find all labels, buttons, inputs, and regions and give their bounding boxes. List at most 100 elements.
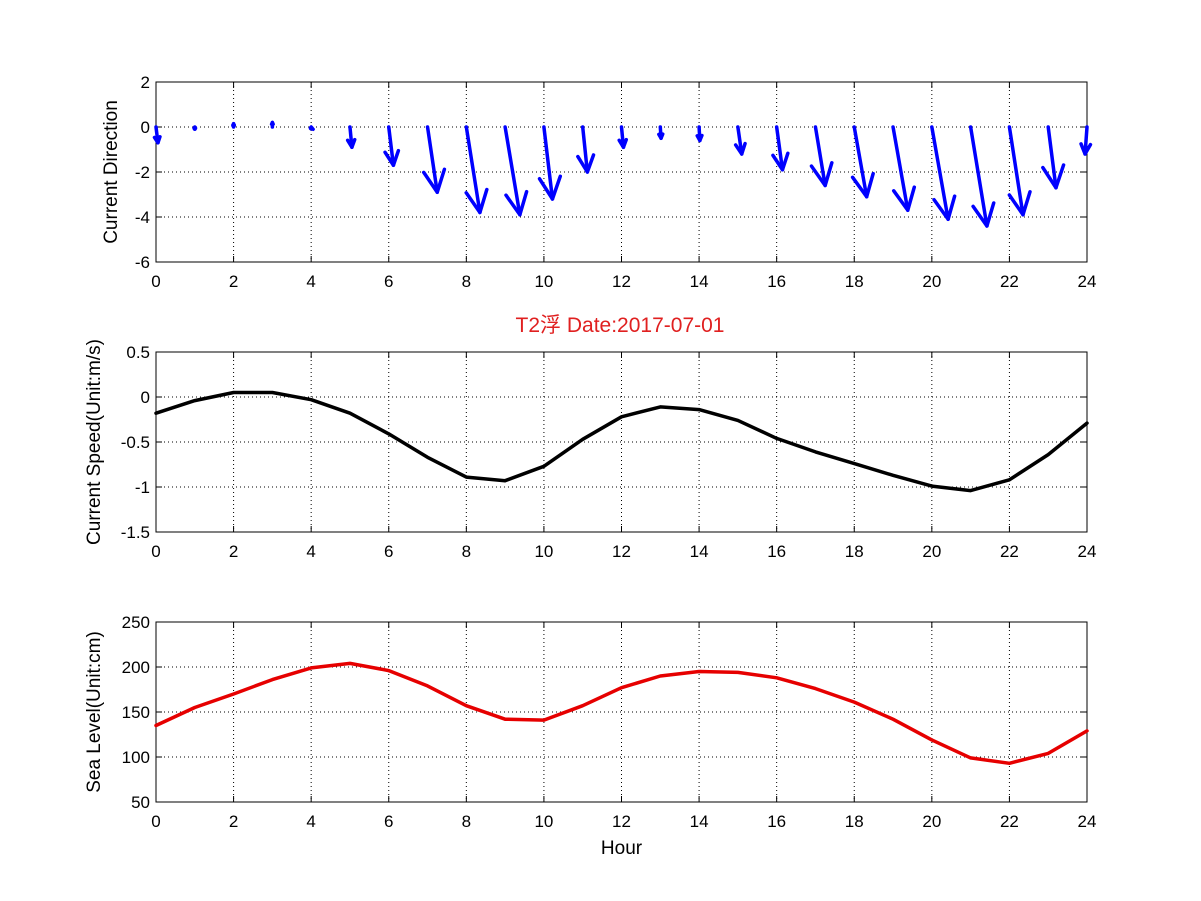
current-arrow-shaft [736, 125, 744, 156]
sealevel-x-tick-label: 18 [845, 812, 864, 831]
direction-x-tick-label: 12 [612, 272, 631, 291]
current-arrow-head [733, 141, 747, 156]
current-arrow-shaft [542, 125, 555, 201]
speed-series-line [154, 390, 1089, 493]
current-arrow [891, 125, 917, 212]
sealevel-x-tick-label: 24 [1078, 812, 1097, 831]
current-arrow-shaft [503, 125, 522, 217]
direction-x-tick-label: 18 [845, 272, 864, 291]
direction-x-tick-label: 2 [229, 272, 238, 291]
direction-y-tick-label: 0 [141, 118, 150, 137]
sealevel-x-tick-label: 4 [306, 812, 315, 831]
current-arrow-head [1041, 163, 1066, 190]
sealevel-x-axis-label: Hour [601, 838, 643, 859]
current-arrow-head [771, 151, 790, 172]
current-arrow-head [504, 189, 529, 217]
sealevel-x-tick-label: 14 [690, 812, 709, 831]
current-arrow [383, 125, 401, 167]
current-arrow [576, 125, 596, 174]
current-arrow-shaft [580, 125, 590, 174]
sealevel-x-tick-label: 0 [151, 812, 160, 831]
speed-y-tick-label: -1 [135, 478, 150, 497]
speed-x-tick-label: 14 [690, 542, 709, 561]
current-arrow-shaft [813, 125, 827, 188]
direction-x-tick-label: 24 [1078, 272, 1097, 291]
direction-x-tick-label: 22 [1000, 272, 1019, 291]
current-arrow-head [1079, 142, 1093, 156]
direction-x-tick-label: 16 [767, 272, 786, 291]
current-arrow-head [464, 187, 489, 215]
sealevel-plot-area [156, 622, 1087, 802]
current-arrow [464, 125, 489, 215]
sealevel-y-tick-label: 200 [122, 658, 150, 677]
speed-x-tick-label: 8 [462, 542, 471, 561]
sealevel-series-line [154, 661, 1089, 766]
current-arrow-shaft [1046, 125, 1058, 190]
current-arrow-dot [308, 125, 314, 131]
current-arrow [1079, 125, 1093, 156]
current-arrow [192, 125, 198, 131]
current-arrow [231, 121, 237, 129]
current-arrow [537, 125, 563, 201]
direction-x-tick-label: 4 [306, 272, 315, 291]
speed-x-tick-label: 4 [306, 542, 315, 561]
current-arrow-dot [192, 125, 198, 131]
current-speed-panel: 0 2 4 6 8 10 12 14 16 18 20 22 240.50-0.5-1-1.5Curre… [84, 339, 1096, 561]
direction-y-axis-label: Current Direction [101, 100, 122, 244]
current-arrow-shaft [425, 125, 439, 194]
current-arrow-head [537, 174, 563, 201]
current-arrow [733, 125, 747, 156]
current-arrow-head [421, 167, 447, 194]
speed-x-tick-label: 16 [767, 542, 786, 561]
current-arrow [617, 125, 629, 149]
current-arrow-shaft [852, 125, 869, 199]
figure-title: T2浮 Date:2017-07-01 [516, 314, 725, 337]
current-arrow-head [971, 201, 996, 228]
speed-x-tick-label: 0 [151, 542, 160, 561]
speed-plot-area [156, 352, 1087, 532]
current-arrow-head [809, 160, 834, 188]
current-arrow-head [657, 132, 665, 140]
current-arrow-shaft [930, 125, 950, 221]
current-arrow-head [850, 171, 875, 199]
current-arrow-head [695, 133, 704, 143]
speed-x-tick-label: 24 [1078, 542, 1097, 561]
direction-x-tick-label: 14 [690, 272, 709, 291]
sealevel-y-tick-label: 150 [122, 703, 150, 722]
direction-x-tick-label: 0 [151, 272, 160, 291]
current-arrow [695, 125, 704, 143]
speed-y-axis-label: Current Speed(Unit:m/s) [84, 339, 105, 545]
current-arrow [269, 120, 275, 129]
speed-x-tick-label: 20 [922, 542, 941, 561]
current-arrow [930, 125, 957, 221]
sealevel-x-tick-label: 22 [1000, 812, 1019, 831]
sealevel-x-tick-label: 12 [612, 812, 631, 831]
speed-x-tick-label: 18 [845, 542, 864, 561]
speed-y-tick-label: -0.5 [121, 433, 150, 452]
direction-axes-frame [155, 81, 1088, 263]
speed-x-tick-label: 12 [612, 542, 631, 561]
current-arrow [308, 125, 315, 131]
sealevel-y-tick-label: 50 [131, 793, 150, 812]
sealevel-x-tick-label: 20 [922, 812, 941, 831]
speed-x-tick-label: 6 [384, 542, 393, 561]
direction-y-tick-label: -6 [135, 253, 150, 272]
sealevel-x-tick-label: 8 [462, 812, 471, 831]
current-arrow [809, 125, 834, 188]
current-arrow [850, 125, 875, 199]
current-arrow-dot [231, 122, 237, 128]
current-arrow [1007, 125, 1032, 217]
sealevel-y-axis-label: Sea Level(Unit:cm) [84, 631, 105, 793]
current-arrow-shaft [891, 125, 910, 212]
current-arrow-head [1007, 190, 1032, 217]
direction-y-tick-label: -4 [135, 208, 150, 227]
current-arrow-head [269, 120, 275, 126]
speed-y-tick-label: 0.5 [126, 343, 150, 362]
current-arrow-head [152, 134, 162, 145]
current-arrow-head [576, 153, 596, 174]
current-arrow [657, 125, 665, 140]
current-arrow [503, 125, 529, 217]
